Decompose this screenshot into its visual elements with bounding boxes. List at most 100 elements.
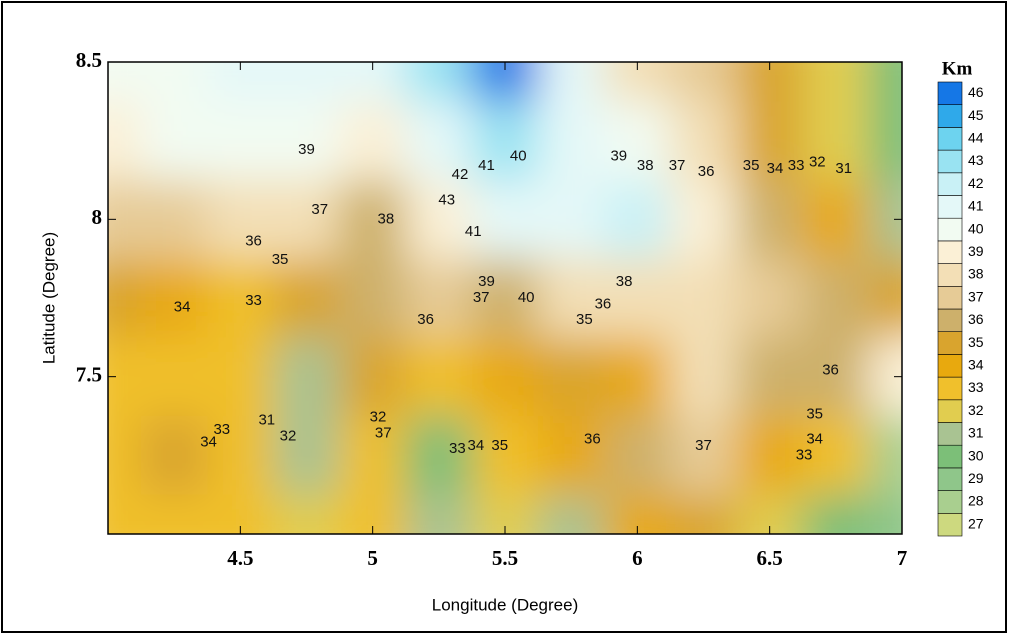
contour-label: 32 [280,427,297,444]
x-axis-label: Longitude (Degree) [432,595,578,614]
contour-label: 32 [809,154,826,171]
field-cell [471,416,539,496]
field-cell [405,101,473,181]
contour-label: 38 [378,210,395,227]
field-cell [604,337,671,417]
colorbar-swatch [937,354,963,378]
contour-label: 33 [245,292,262,309]
contour-label: 43 [438,191,455,208]
field-cell [339,416,407,496]
colorbar-swatch [937,127,963,151]
x-tick-label: 5.5 [492,546,518,570]
contour-label: 40 [518,289,535,306]
colorbar-swatch [937,240,963,264]
field [108,62,902,534]
colorbar-label: 38 [968,266,984,282]
contour-label: 35 [272,251,289,268]
field-cell [141,494,208,534]
field-cell [141,62,208,102]
field-cell [141,416,208,496]
contour-label: 37 [695,437,712,454]
contour-label: 35 [743,157,760,174]
contour-label: 39 [298,141,315,158]
x-tick-label: 6 [632,546,643,570]
colorbar-swatch [937,81,963,106]
field-cell [108,494,142,534]
colorbar-label: 33 [968,379,984,395]
field-cell [108,62,142,102]
y-tick-label: 8 [92,205,103,229]
colorbar-swatch [937,217,963,242]
field-cell [736,180,804,260]
field-cell [471,337,539,417]
field-cell [538,258,605,338]
field-cell [868,258,902,338]
colorbar-label: 32 [968,402,984,418]
field-cell [538,62,605,102]
colorbar-label: 28 [968,493,984,509]
field-cell [802,258,870,338]
field-cell [868,416,902,496]
y-tick-label: 7.5 [76,362,102,386]
field-cell [207,416,274,496]
field-cell [339,337,407,417]
field-cell [207,101,274,181]
colorbar-label: 29 [968,470,984,486]
field-cell [802,180,870,260]
colorbar-label: 45 [968,107,984,123]
field-cell [339,180,407,260]
contour-label: 38 [616,273,633,290]
colorbar-label: 31 [968,425,984,441]
field-cell [538,416,605,496]
contour-label: 33 [788,157,805,174]
field-cell [604,258,671,338]
contour-label: 31 [258,412,275,429]
colorbar-label: 37 [968,288,984,304]
field-cell [108,258,142,338]
colorbar-swatch [937,444,963,469]
contour-label: 33 [449,440,466,457]
field-cell [339,101,407,181]
contour-label: 36 [595,295,612,312]
field-cell [670,258,738,338]
colorbar-swatch [937,195,963,219]
field-cell [736,258,804,338]
field-cell [604,101,671,181]
contour-label: 32 [370,409,387,426]
contour-label: 36 [584,431,601,448]
field-cell [141,258,208,338]
field-cell [670,62,738,102]
field-cell [273,258,341,338]
contour-label: 33 [796,446,813,463]
y-axis-label: Latitude (Degree) [39,232,58,364]
contour-label: 35 [806,405,823,422]
field-cell [273,416,341,496]
field-cell [538,101,605,181]
contour-label: 39 [610,147,627,164]
colorbar-swatch [937,149,963,174]
contour-label: 38 [637,157,654,174]
x-tick-label: 7 [897,546,908,570]
colorbar-swatch [937,376,963,401]
field-cell [868,62,902,102]
colorbar-swatch [937,422,963,446]
field-cell [405,337,473,417]
x-tick-label: 4.5 [227,546,253,570]
contour-label: 40 [510,147,527,164]
colorbar-label: 40 [968,220,984,236]
contour-label: 36 [417,311,434,328]
field-cell [604,416,671,496]
colorbar-label: 44 [968,129,984,145]
contour-label: 37 [311,201,328,218]
field-cell [736,337,804,417]
field-cell [141,101,208,181]
contour-label: 34 [806,431,823,448]
contour-label: 41 [465,223,482,240]
colorbar-swatch [937,331,963,355]
field-cell [670,101,738,181]
contour-label: 36 [698,163,715,180]
colorbar-swatch [937,263,963,287]
